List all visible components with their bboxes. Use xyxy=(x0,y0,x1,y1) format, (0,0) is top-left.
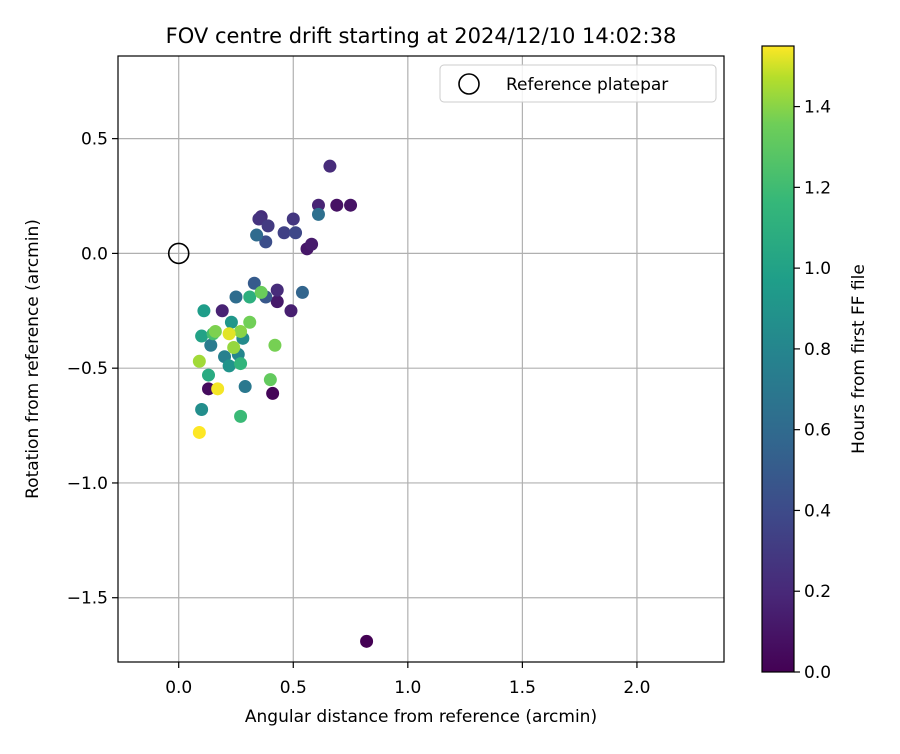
legend-marker xyxy=(458,73,480,95)
scatter-point xyxy=(222,359,236,373)
x-axis-ticks: 0.0 0.5 1.0 1.5 2.0 xyxy=(165,662,650,698)
y-tick-label: −1.0 xyxy=(67,474,108,494)
scatter-point xyxy=(266,386,280,400)
legend-box xyxy=(439,64,717,103)
colorbar-tick-label: 1.0 xyxy=(804,259,831,279)
colorbar-frame xyxy=(761,45,795,673)
colorbar-label: Hours from first FF file xyxy=(849,264,869,454)
y-tick-label: 0.5 xyxy=(81,130,108,150)
scatter-point xyxy=(204,338,218,352)
colorbar-tick-label: 0.2 xyxy=(804,582,831,602)
scatter-point xyxy=(323,159,337,173)
scatter-point xyxy=(224,315,238,329)
scatter-point xyxy=(254,285,268,299)
colorbar-tick-label: 0.6 xyxy=(804,421,831,441)
scatter-point xyxy=(222,327,236,341)
y-axis-ticks: 0.5 0.0 −0.5 −1.0 −1.5 xyxy=(67,130,118,609)
scatter-point xyxy=(234,324,248,338)
plot-frame xyxy=(117,55,725,663)
scatter-point xyxy=(284,304,298,318)
scatter-point xyxy=(252,212,266,226)
grid-lines xyxy=(118,56,724,662)
reference-marker xyxy=(167,242,190,265)
colorbar-tick-label: 1.2 xyxy=(804,178,831,198)
scatter-point xyxy=(247,276,261,290)
scatter-point xyxy=(250,228,264,242)
scatter-point xyxy=(227,341,241,355)
y-tick-label: 0.0 xyxy=(81,244,108,264)
scatter-point xyxy=(211,382,225,396)
scatter-point xyxy=(289,226,303,240)
colorbar-tick-label: 0.0 xyxy=(804,663,831,683)
scatter-point xyxy=(277,226,291,240)
scatter-point xyxy=(311,198,325,212)
scatter-point xyxy=(286,212,300,226)
chart-title: FOV centre drift starting at 2024/12/10 … xyxy=(166,24,677,48)
scatter-point xyxy=(360,634,374,648)
scatter-point xyxy=(195,329,209,343)
scatter-point xyxy=(311,207,325,221)
x-tick-label: 1.5 xyxy=(509,678,536,698)
scatter-point xyxy=(270,283,284,297)
x-axis-label: Angular distance from reference (arcmin) xyxy=(245,707,597,727)
scatter-point xyxy=(238,380,252,394)
colorbar-ticks: 0.0 0.2 0.4 0.6 0.8 1.0 1.2 1.4 xyxy=(794,98,831,683)
scatter-point xyxy=(295,285,309,299)
scatter-point xyxy=(215,304,229,318)
y-tick-label: −1.5 xyxy=(67,589,108,609)
scatter-point xyxy=(192,425,206,439)
colorbar-gradient xyxy=(762,46,794,672)
scatter-point xyxy=(259,235,273,249)
x-tick-label: 1.0 xyxy=(394,678,421,698)
scatter-point xyxy=(192,354,206,368)
scatter-point xyxy=(243,290,257,304)
scatter-point xyxy=(234,357,248,371)
scatter-point xyxy=(201,382,215,396)
scatter-point xyxy=(268,338,282,352)
scatter-point xyxy=(330,198,344,212)
y-axis-label: Rotation from reference (arcmin) xyxy=(23,219,43,499)
scatter-point xyxy=(270,295,284,309)
legend: Reference platepar xyxy=(439,64,717,103)
colorbar-tick-label: 0.4 xyxy=(804,501,831,521)
scatter-points xyxy=(192,159,374,648)
colorbar-tick-label: 1.4 xyxy=(804,98,831,118)
x-tick-label: 0.0 xyxy=(165,678,192,698)
y-tick-label: −0.5 xyxy=(67,359,108,379)
x-tick-label: 2.0 xyxy=(623,678,650,698)
scatter-point xyxy=(195,403,209,416)
scatter-point xyxy=(243,315,257,329)
legend-entry-label: Reference platepar xyxy=(506,75,668,95)
scatter-point xyxy=(208,324,222,338)
scatter-point xyxy=(234,409,248,423)
scatter-point xyxy=(229,290,243,304)
scatter-point xyxy=(344,198,358,212)
x-tick-label: 0.5 xyxy=(280,678,307,698)
scatter-point xyxy=(263,373,277,387)
scatter-point xyxy=(201,368,215,382)
scatter-point xyxy=(261,219,275,233)
scatter-point xyxy=(305,237,319,251)
scatter-point xyxy=(197,304,211,318)
colorbar-tick-label: 0.8 xyxy=(804,340,831,360)
